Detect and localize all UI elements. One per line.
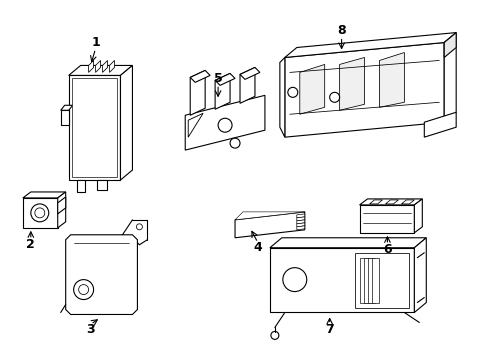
- Polygon shape: [424, 112, 455, 137]
- Polygon shape: [23, 192, 65, 198]
- Circle shape: [282, 268, 306, 292]
- Circle shape: [79, 285, 88, 294]
- Polygon shape: [190, 71, 205, 115]
- Polygon shape: [88, 60, 93, 72]
- Polygon shape: [65, 235, 137, 315]
- Polygon shape: [296, 220, 304, 224]
- Polygon shape: [240, 67, 260, 80]
- Polygon shape: [269, 248, 413, 312]
- Polygon shape: [385, 200, 398, 204]
- Polygon shape: [279, 58, 285, 137]
- Text: 3: 3: [86, 323, 95, 336]
- Circle shape: [287, 87, 297, 97]
- Polygon shape: [215, 73, 235, 85]
- Polygon shape: [215, 73, 229, 109]
- Polygon shape: [285, 32, 455, 58]
- Polygon shape: [95, 60, 101, 72]
- Polygon shape: [369, 200, 382, 204]
- Polygon shape: [359, 199, 422, 205]
- Polygon shape: [401, 200, 413, 204]
- Circle shape: [31, 204, 49, 222]
- Polygon shape: [296, 217, 304, 221]
- Polygon shape: [339, 58, 364, 110]
- Text: 6: 6: [383, 243, 391, 256]
- Text: 5: 5: [213, 72, 222, 85]
- Polygon shape: [413, 199, 422, 233]
- Polygon shape: [240, 67, 254, 103]
- Text: 2: 2: [26, 238, 35, 251]
- Polygon shape: [299, 64, 324, 114]
- Polygon shape: [443, 32, 455, 58]
- Polygon shape: [379, 53, 404, 107]
- Polygon shape: [188, 113, 203, 137]
- Polygon shape: [285, 42, 443, 137]
- Bar: [363, 258, 371, 302]
- Polygon shape: [58, 192, 65, 228]
- Text: 1: 1: [91, 36, 100, 49]
- Bar: [72, 78, 117, 177]
- Bar: [371, 258, 379, 302]
- Polygon shape: [68, 75, 120, 180]
- Polygon shape: [190, 71, 210, 82]
- Text: 8: 8: [337, 24, 345, 37]
- Polygon shape: [235, 212, 304, 238]
- Circle shape: [218, 118, 232, 132]
- Polygon shape: [354, 253, 408, 307]
- Polygon shape: [443, 32, 455, 122]
- Circle shape: [35, 208, 45, 218]
- Polygon shape: [58, 197, 65, 214]
- Polygon shape: [296, 223, 304, 227]
- Polygon shape: [109, 60, 114, 72]
- Polygon shape: [102, 60, 107, 72]
- Polygon shape: [120, 66, 132, 180]
- Polygon shape: [61, 105, 73, 110]
- Polygon shape: [235, 212, 304, 220]
- Polygon shape: [413, 238, 426, 312]
- Polygon shape: [96, 180, 106, 190]
- Polygon shape: [77, 180, 84, 192]
- Bar: [359, 258, 367, 302]
- Polygon shape: [296, 226, 304, 230]
- Circle shape: [329, 92, 339, 102]
- Polygon shape: [61, 110, 68, 125]
- Circle shape: [270, 332, 278, 339]
- Text: 4: 4: [253, 241, 262, 254]
- Text: 7: 7: [325, 323, 333, 336]
- Circle shape: [229, 138, 240, 148]
- Polygon shape: [296, 214, 304, 218]
- Bar: [367, 258, 375, 302]
- Circle shape: [74, 280, 93, 300]
- Polygon shape: [185, 95, 264, 150]
- Polygon shape: [359, 205, 413, 233]
- Polygon shape: [68, 66, 132, 75]
- Circle shape: [136, 224, 142, 230]
- Polygon shape: [269, 238, 426, 248]
- Polygon shape: [23, 198, 58, 228]
